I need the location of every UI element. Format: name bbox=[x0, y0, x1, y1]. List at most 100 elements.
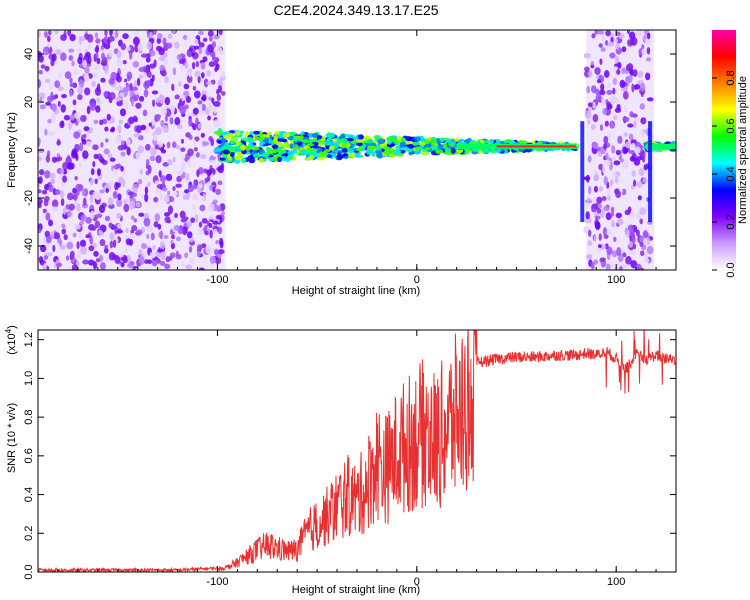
spectrogram-x-ticks: -100 0 100 bbox=[37, 30, 677, 286]
signal-cell bbox=[286, 154, 293, 161]
signal-cell bbox=[282, 132, 291, 138]
noise-cell bbox=[192, 107, 199, 115]
noise-cell bbox=[127, 263, 134, 269]
noise-cell bbox=[215, 214, 222, 220]
noise-cell bbox=[208, 222, 213, 228]
noise-cell bbox=[112, 239, 117, 248]
noise-cell bbox=[65, 255, 70, 261]
signal-cell bbox=[354, 152, 361, 158]
noise-cell bbox=[615, 190, 622, 199]
signal-cell bbox=[235, 131, 241, 136]
signal-cell bbox=[339, 138, 348, 142]
noise-cell bbox=[212, 199, 218, 205]
noise-cell bbox=[158, 170, 162, 178]
noise-cell bbox=[115, 96, 122, 102]
noise-cell bbox=[200, 72, 205, 79]
noise-cell bbox=[54, 189, 61, 196]
noise-cell bbox=[157, 223, 162, 230]
noise-cell bbox=[610, 206, 615, 214]
noise-cell bbox=[184, 62, 189, 70]
noise-cell bbox=[98, 204, 106, 214]
signal-cell bbox=[222, 149, 231, 155]
noise-cell bbox=[94, 178, 98, 185]
noise-cell bbox=[617, 135, 623, 144]
noise-cell bbox=[609, 120, 616, 129]
noise-cell bbox=[45, 154, 51, 163]
noise-cell bbox=[81, 190, 86, 196]
noise-cell bbox=[138, 67, 145, 73]
signal-cell bbox=[236, 151, 243, 157]
signal-cell bbox=[302, 139, 309, 143]
noise-cell bbox=[167, 190, 171, 196]
noise-cell bbox=[585, 201, 589, 210]
noise-cell bbox=[138, 95, 145, 102]
noise-cell bbox=[606, 246, 613, 255]
noise-cell bbox=[114, 225, 118, 235]
noise-cell bbox=[133, 218, 137, 223]
noise-cell bbox=[68, 203, 75, 211]
signal-cell bbox=[362, 136, 368, 141]
noise-cell bbox=[616, 247, 622, 257]
noise-cell bbox=[109, 240, 114, 249]
noise-cell bbox=[89, 235, 93, 245]
noise-cell bbox=[63, 114, 71, 121]
noise-cell bbox=[167, 33, 173, 39]
noise-cell bbox=[99, 262, 106, 270]
noise-cell bbox=[622, 91, 629, 100]
noise-cell bbox=[68, 48, 75, 53]
noise-cell bbox=[587, 240, 593, 247]
noise-cell bbox=[165, 173, 173, 182]
snr-y-ticks: 0.0 0.2 0.4 0.6 0.8 1.0 1.2 bbox=[23, 332, 676, 580]
noise-cell bbox=[583, 226, 590, 234]
noise-cell bbox=[183, 83, 190, 90]
noise-cell bbox=[196, 169, 200, 178]
noise-cell bbox=[593, 185, 598, 193]
noise-cell bbox=[54, 80, 61, 89]
noise-cell bbox=[611, 250, 618, 258]
noise-cell bbox=[104, 65, 109, 75]
signal-cell bbox=[276, 142, 285, 147]
noise-cell bbox=[206, 81, 213, 86]
noise-cell bbox=[94, 220, 101, 229]
snr-series-line bbox=[38, 330, 676, 572]
noise-cell bbox=[118, 176, 124, 184]
noise-cell bbox=[618, 217, 622, 223]
noise-cell bbox=[176, 175, 182, 183]
signal-cell bbox=[508, 140, 514, 144]
noise-cell bbox=[631, 83, 635, 93]
noise-cell bbox=[60, 52, 67, 61]
signal-cell bbox=[429, 138, 437, 145]
noise-cell bbox=[116, 75, 122, 83]
noise-cell bbox=[179, 106, 187, 115]
noise-cell bbox=[85, 234, 91, 239]
noise-cell bbox=[140, 124, 147, 131]
noise-cell bbox=[77, 86, 84, 95]
noise-cell bbox=[163, 234, 169, 239]
noise-cell bbox=[90, 168, 95, 176]
signal-cell bbox=[281, 138, 288, 143]
signal-cell bbox=[348, 153, 357, 158]
x-tick-label: -100 bbox=[206, 576, 228, 588]
signal-cell bbox=[345, 142, 351, 148]
noise-cell bbox=[622, 263, 628, 269]
noise-cell bbox=[137, 43, 144, 52]
snr-x-axis-label: Height of straight line (km) bbox=[292, 584, 420, 596]
noise-cell bbox=[217, 165, 224, 174]
signal-cell bbox=[376, 152, 383, 159]
noise-cell bbox=[614, 177, 619, 184]
noise-cell bbox=[60, 198, 65, 207]
noise-cell bbox=[188, 69, 192, 78]
noise-cell bbox=[119, 92, 125, 98]
noise-cell bbox=[154, 213, 161, 222]
colorbar-tick-label: 0.2 bbox=[725, 214, 737, 229]
signal-cell bbox=[317, 143, 324, 147]
signal-cell bbox=[244, 145, 252, 151]
y-tick-label: 20 bbox=[23, 96, 35, 108]
noise-cell bbox=[42, 208, 47, 214]
noise-cell bbox=[590, 123, 596, 131]
noise-cell bbox=[592, 101, 596, 109]
noise-cell bbox=[39, 104, 47, 110]
noise-cell bbox=[76, 241, 80, 250]
noise-cell bbox=[106, 113, 111, 121]
noise-cell bbox=[195, 60, 200, 68]
